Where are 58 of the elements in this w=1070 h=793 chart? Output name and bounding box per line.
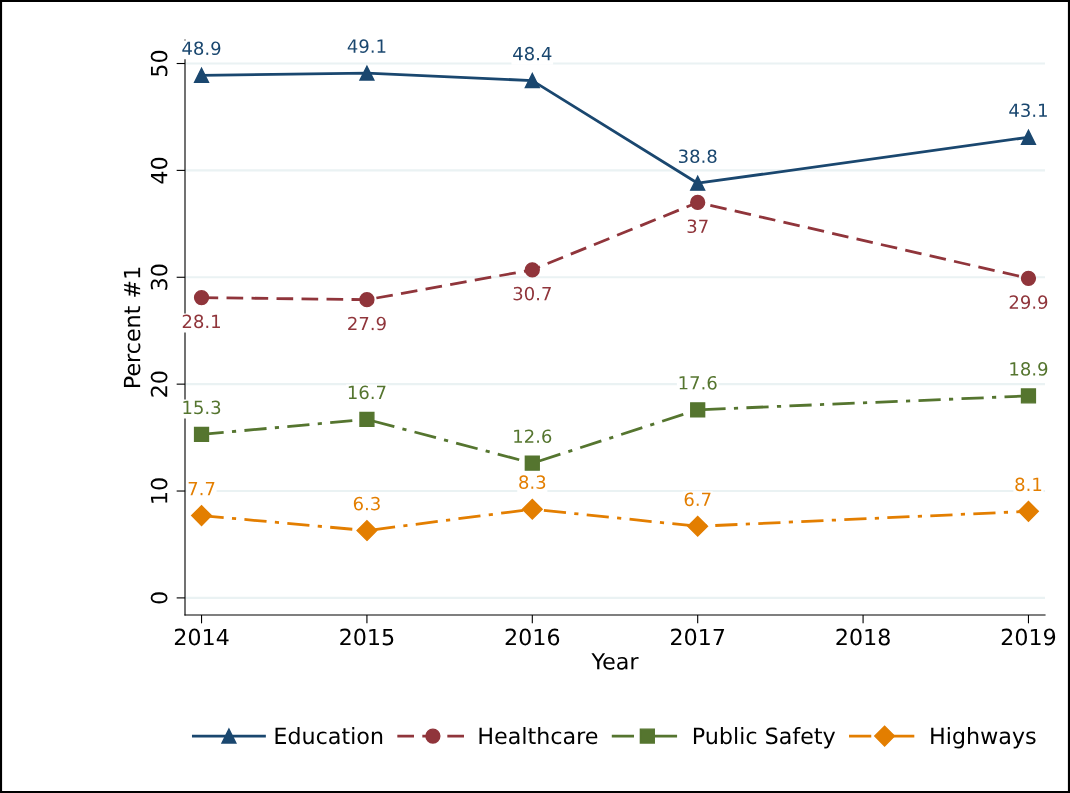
y-tick-label: 40 (150, 157, 168, 184)
point (1020, 129, 1037, 145)
point (524, 455, 540, 471)
point (191, 505, 213, 527)
data-label: 49.1 (347, 39, 386, 53)
data-label: 28.1 (182, 314, 220, 329)
point (524, 262, 540, 278)
data-label: 43.1 (1009, 103, 1047, 118)
x-tick-label: 2016 (505, 628, 560, 646)
point (690, 175, 706, 191)
legend-label: Highways (931, 727, 1036, 749)
y-axis-title: Percent #1 (123, 267, 141, 388)
point (1017, 500, 1039, 522)
x-tick-label: 2018 (836, 628, 890, 646)
point (687, 515, 709, 537)
data-label: 29.9 (1009, 295, 1048, 309)
point (690, 402, 706, 418)
data-label: 27.9 (348, 316, 386, 331)
x-axis-title: Year (591, 653, 639, 670)
point (359, 65, 375, 81)
legend-label: Healthcare (479, 727, 598, 745)
data-label: 8.3 (519, 475, 546, 490)
x-tick-label: 2017 (671, 628, 725, 646)
point (356, 520, 378, 542)
data-label: 6.3 (353, 496, 380, 511)
point (690, 194, 706, 211)
data-label: 18.9 (1010, 362, 1048, 376)
y-tick-label: 50 (150, 50, 168, 76)
y-tick-label: 20 (150, 371, 168, 397)
point (521, 498, 543, 520)
x-tick-label: 2015 (340, 628, 394, 646)
data-label: 48.9 (182, 41, 221, 56)
point (193, 426, 210, 443)
data-label: 6.7 (684, 492, 711, 507)
point (524, 72, 540, 89)
data-label: 37 (687, 219, 708, 234)
y-tick-label: 0 (150, 592, 168, 604)
point (359, 292, 375, 308)
point (1020, 270, 1037, 286)
data-label: 15.3 (183, 400, 221, 415)
point (359, 411, 375, 428)
data-label: 7.7 (188, 482, 215, 496)
x-tick-label: 2019 (1001, 628, 1056, 646)
point (193, 289, 210, 306)
y-tick-label: 10 (150, 478, 168, 503)
data-label: 17.6 (679, 375, 717, 390)
data-label: 48.4 (513, 46, 552, 61)
point (1020, 388, 1037, 404)
data-label: 12.6 (514, 429, 552, 444)
legend-label: Education (275, 727, 383, 745)
legend-label: Public Safety (693, 727, 836, 749)
data-label: 30.7 (513, 286, 551, 301)
data-label: 38.8 (678, 149, 717, 164)
data-label: 16.7 (348, 385, 386, 400)
data-label: 8.1 (1015, 477, 1042, 492)
point (193, 67, 210, 83)
x-tick-label: 2014 (174, 628, 229, 646)
y-tick-label: 30 (150, 264, 168, 290)
